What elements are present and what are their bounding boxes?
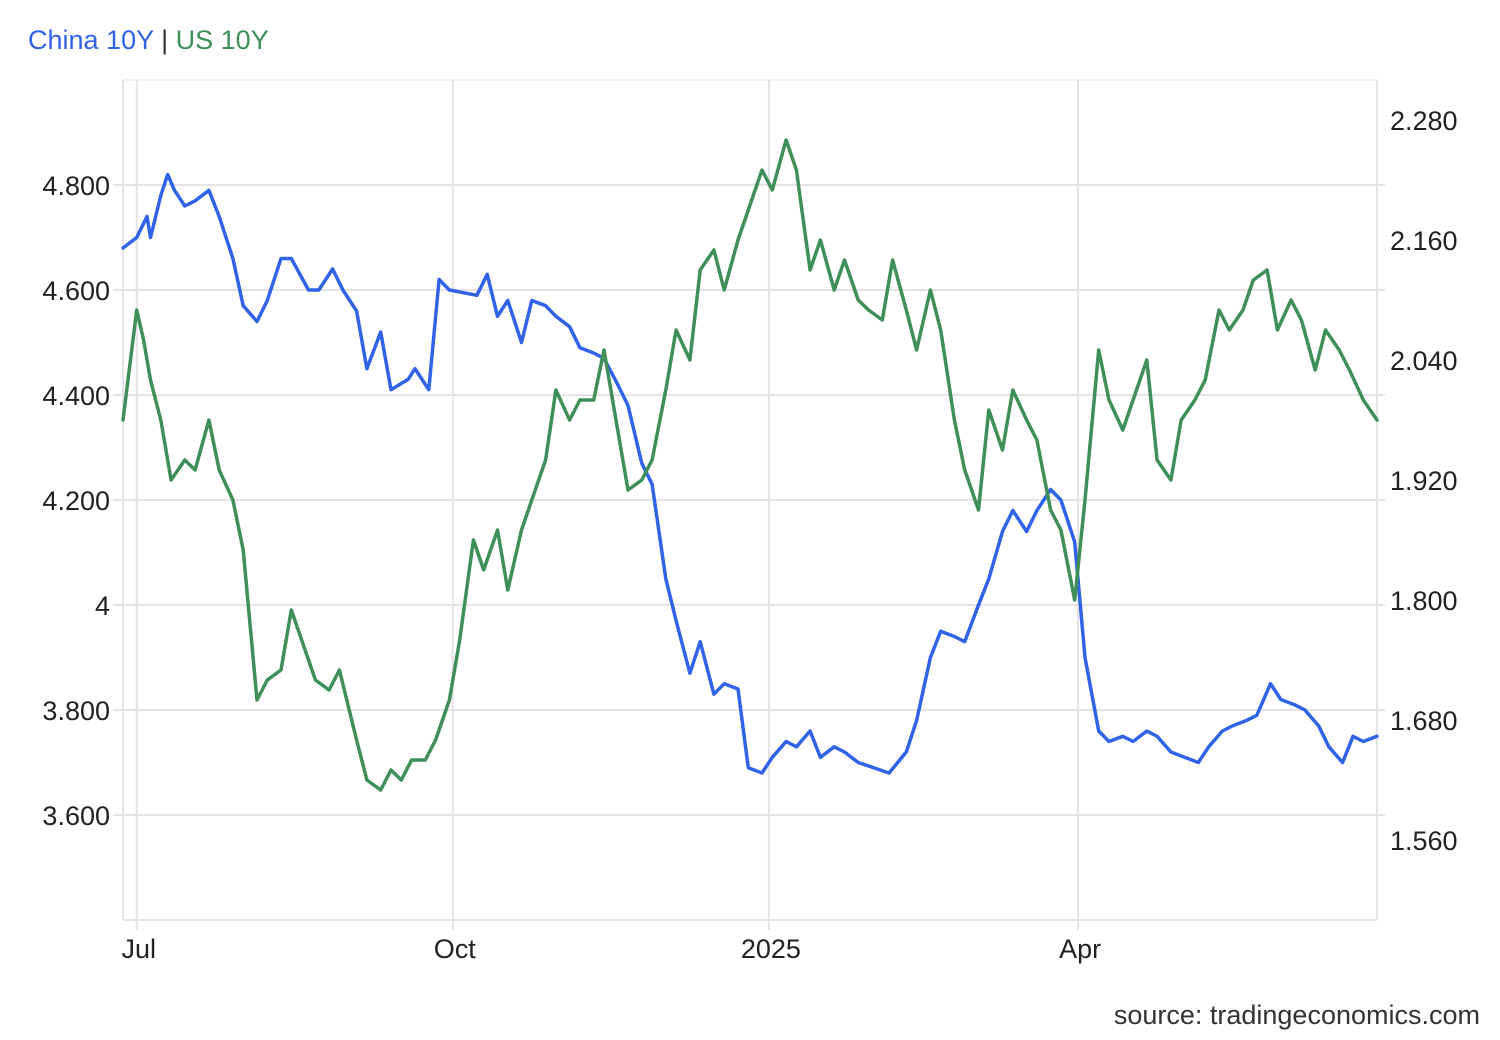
left-axis-tick-label: 4.200 [42, 486, 110, 516]
legend-separator: | [161, 25, 169, 55]
left-axis-tick-label: 3.800 [42, 696, 110, 726]
legend-china-10y[interactable]: China 10Y [28, 25, 154, 55]
left-axis-tick-label: 4.400 [42, 381, 110, 411]
axis-ticks: 4.800 4.600 4.400 4.200 4 3.800 3.600 2.280 2.16… [42, 106, 1457, 964]
right-axis-tick-label: 1.800 [1390, 586, 1458, 616]
right-axis-tick-label: 2.280 [1390, 106, 1458, 136]
series-lines [121, 138, 1379, 792]
source-credit: source: tradingeconomics.com [1113, 1000, 1480, 1030]
right-axis-tick-label: 1.560 [1390, 826, 1458, 856]
left-axis-tick-label: 4.600 [42, 276, 110, 306]
left-axis-tick-label: 3.600 [42, 801, 110, 831]
series-line-us-10y[interactable] [121, 138, 1379, 792]
x-axis-tick-label: Apr [1059, 934, 1101, 964]
left-axis-tick-label: 4 [95, 591, 110, 621]
series-line-china-10y[interactable] [121, 172, 1379, 775]
x-axis-tick-label: 2025 [741, 934, 801, 964]
grid-lines [113, 79, 1385, 930]
right-axis-tick-label: 1.680 [1390, 706, 1458, 736]
right-axis-tick-label: 1.920 [1390, 466, 1458, 496]
right-axis-tick-label: 2.040 [1390, 346, 1458, 376]
left-axis-tick-label: 4.800 [42, 171, 110, 201]
x-axis-tick-label: Oct [434, 934, 477, 964]
legend-us-10y[interactable]: US 10Y [175, 25, 269, 55]
chart-legend: China 10Y | US 10Y [28, 24, 269, 56]
right-axis-tick-label: 2.160 [1390, 226, 1458, 256]
x-axis-tick-label: Jul [121, 934, 156, 964]
